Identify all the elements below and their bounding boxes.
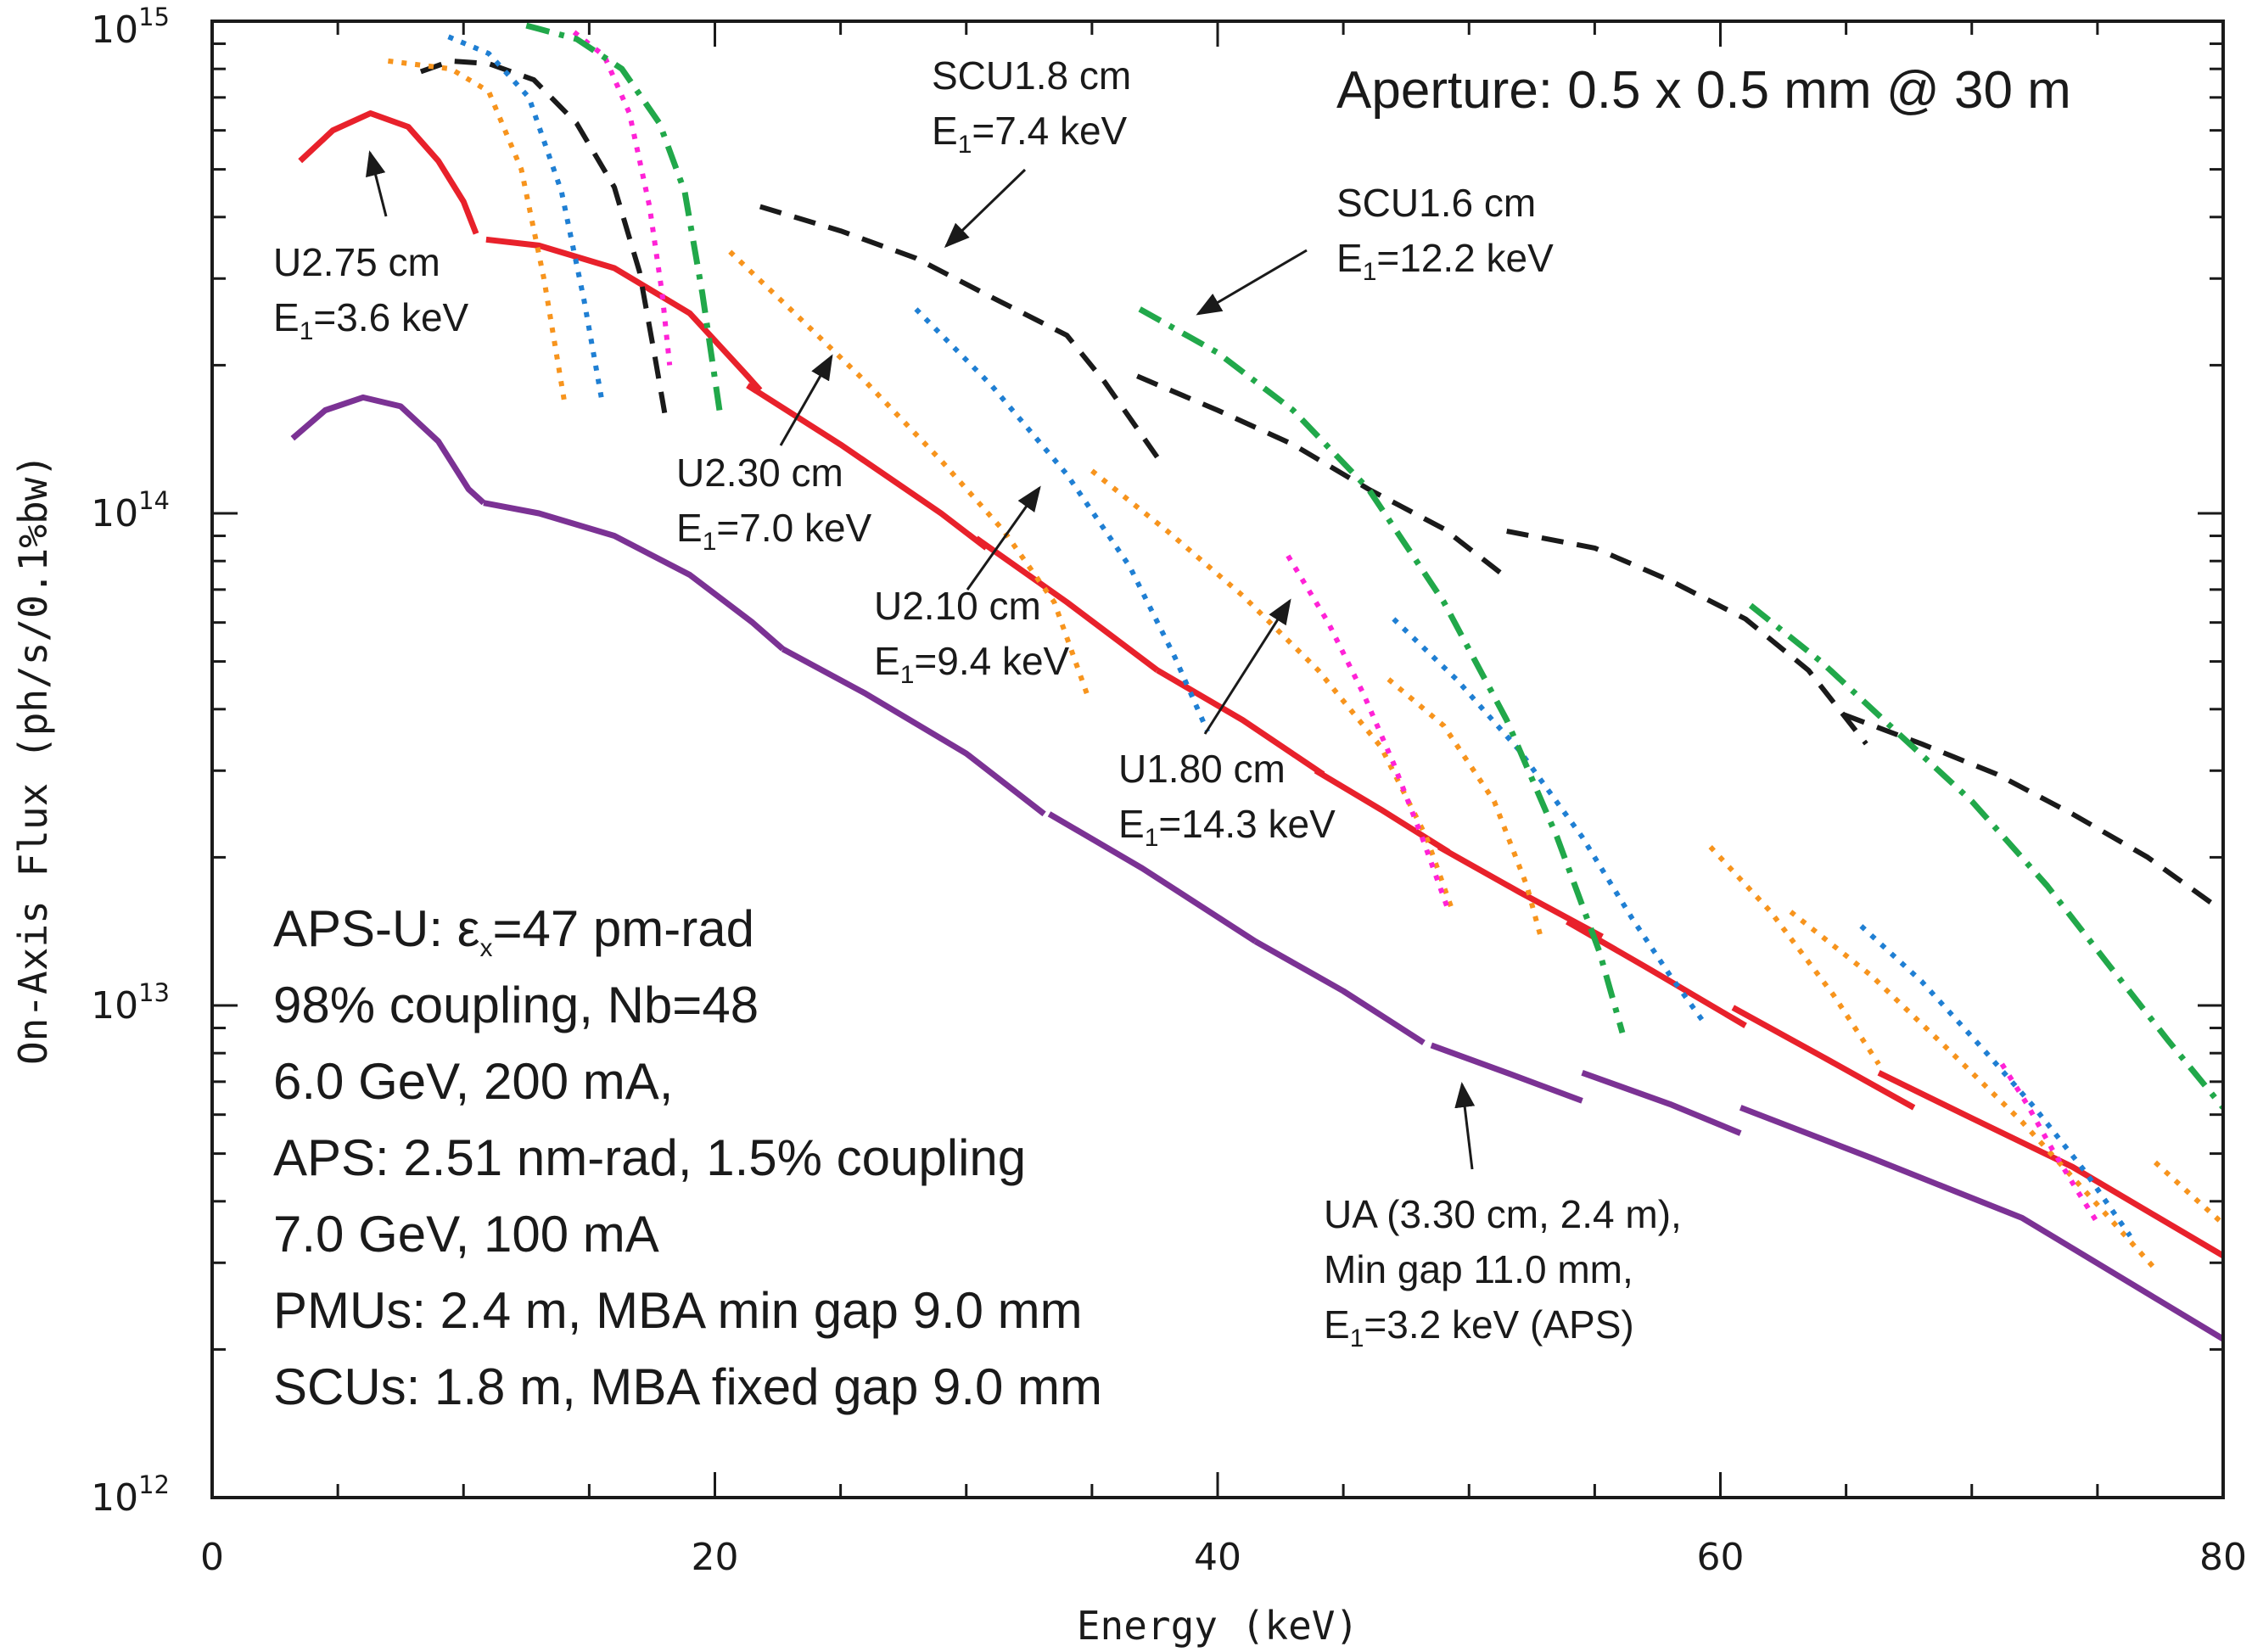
series-segment xyxy=(1090,468,1454,909)
series-segment xyxy=(1506,529,1868,746)
series-segment xyxy=(914,307,1210,733)
series-segment xyxy=(1386,677,1545,943)
series-segment xyxy=(974,535,1160,673)
series-segment xyxy=(1253,938,1426,1045)
info-aps-u: APS-U: εx=47 pm-rad xyxy=(273,900,754,962)
series-segment xyxy=(1731,1005,1916,1111)
arrow-u210 xyxy=(966,485,1041,591)
series-segment xyxy=(1156,667,1325,777)
series-segment xyxy=(388,58,567,400)
series-segment xyxy=(759,204,1160,459)
info-apsu-beam: 6.0 GeV, 200 mA, xyxy=(273,1053,673,1110)
series-segment xyxy=(1437,844,1604,939)
x-tick-label: 20 xyxy=(692,1536,739,1579)
series-segment xyxy=(447,34,605,400)
series-layer xyxy=(290,22,2223,1342)
arrow-scu16 xyxy=(1196,249,1308,316)
series-segment xyxy=(572,30,673,366)
label-scu16-energy: E1=12.2 keV xyxy=(1336,236,1554,286)
label-ua-gap: Min gap 11.0 mm, xyxy=(1324,1247,1633,1291)
series-segment xyxy=(1748,602,2223,1110)
series-segment xyxy=(781,646,1046,817)
y-tick-label: 1013 xyxy=(91,978,170,1028)
label-ua: UA (3.30 cm, 2.4 m), xyxy=(1324,1192,1682,1236)
x-tick-label: 80 xyxy=(2199,1536,2247,1579)
info-pmus: PMUs: 2.4 m, MBA min gap 9.0 mm xyxy=(273,1282,1083,1339)
series-segment xyxy=(1739,1105,2223,1342)
label-u210: U2.10 cm xyxy=(874,584,1041,628)
info-scus: SCUs: 1.8 m, MBA fixed gap 9.0 mm xyxy=(273,1358,1102,1415)
arrow-u275 xyxy=(365,150,388,217)
series-segment xyxy=(1842,712,2212,904)
series-2 xyxy=(419,58,2212,904)
series-segment xyxy=(1430,1042,1583,1104)
series-5 xyxy=(572,30,2103,1229)
series-segment xyxy=(485,236,763,393)
series-6 xyxy=(525,22,2223,1110)
x-tick-label: 60 xyxy=(1697,1536,1745,1579)
x-tick-label: 40 xyxy=(1194,1536,1241,1579)
series-segment xyxy=(746,383,989,551)
label-u180-energy: E1=14.3 keV xyxy=(1118,802,1336,852)
y-tick-label: 1015 xyxy=(91,3,170,52)
label-ua-energy: E1=3.2 keV (APS) xyxy=(1324,1302,1634,1352)
series-segment xyxy=(483,500,785,652)
label-u230-energy: E1=7.0 keV xyxy=(676,506,872,556)
info-aps-beam: 7.0 GeV, 100 mA xyxy=(273,1206,659,1263)
label-u210-energy: E1=9.4 keV xyxy=(874,639,1070,689)
arrow-u230 xyxy=(779,354,833,446)
label-u275: U2.75 cm xyxy=(273,240,440,284)
arrow-scu18 xyxy=(944,168,1027,249)
y-tick-label: 1012 xyxy=(91,1470,170,1520)
series-0 xyxy=(290,394,2223,1342)
series-segment xyxy=(1136,373,1509,580)
series-segment xyxy=(1708,845,1881,1066)
label-scu18: SCU1.8 cm xyxy=(932,53,1131,98)
aperture-note: Aperture: 0.5 x 0.5 mm @ 30 m xyxy=(1336,61,2071,120)
series-3 xyxy=(388,58,2223,1268)
annotation-arrows xyxy=(365,150,1476,1170)
label-u180: U1.80 cm xyxy=(1118,747,1286,791)
series-4 xyxy=(447,34,2132,1238)
series-segment xyxy=(1392,617,1706,1023)
series-segment xyxy=(1286,554,1452,913)
series-segment xyxy=(298,110,479,235)
label-u275-energy: E1=3.6 keV xyxy=(273,295,469,345)
axis-ticks xyxy=(210,20,2225,1499)
label-u230: U2.30 cm xyxy=(676,451,843,495)
series-segment xyxy=(1859,924,2132,1238)
x-tick-label: 0 xyxy=(200,1536,224,1579)
series-segment xyxy=(1877,1070,2223,1259)
arrow-u180 xyxy=(1203,598,1291,735)
y-tick-label: 1014 xyxy=(91,486,170,535)
arrow-ua xyxy=(1454,1082,1476,1170)
plot-frame xyxy=(210,20,2225,1499)
series-1 xyxy=(298,110,2223,1259)
y-axis-title: On-Axis Flux (ph/s/0.1%bw) xyxy=(10,454,56,1065)
series-segment xyxy=(290,394,486,506)
series-segment xyxy=(728,249,1090,695)
series-segment xyxy=(419,58,668,414)
info-coupling: 98% coupling, Nb=48 xyxy=(273,977,759,1033)
series-segment xyxy=(1047,811,1258,944)
x-axis-title: Energy (keV) xyxy=(1077,1603,1358,1649)
series-segment xyxy=(2153,1160,2223,1226)
series-segment xyxy=(525,22,723,414)
series-segment xyxy=(1581,1070,1742,1136)
label-scu18-energy: E1=7.4 keV xyxy=(932,109,1128,159)
series-segment xyxy=(1138,306,1626,1034)
label-scu16: SCU1.6 cm xyxy=(1336,181,1536,225)
series-segment xyxy=(1789,910,2155,1268)
info-aps: APS: 2.51 nm-rad, 1.5% coupling xyxy=(273,1129,1026,1186)
series-segment xyxy=(1999,1062,2103,1229)
